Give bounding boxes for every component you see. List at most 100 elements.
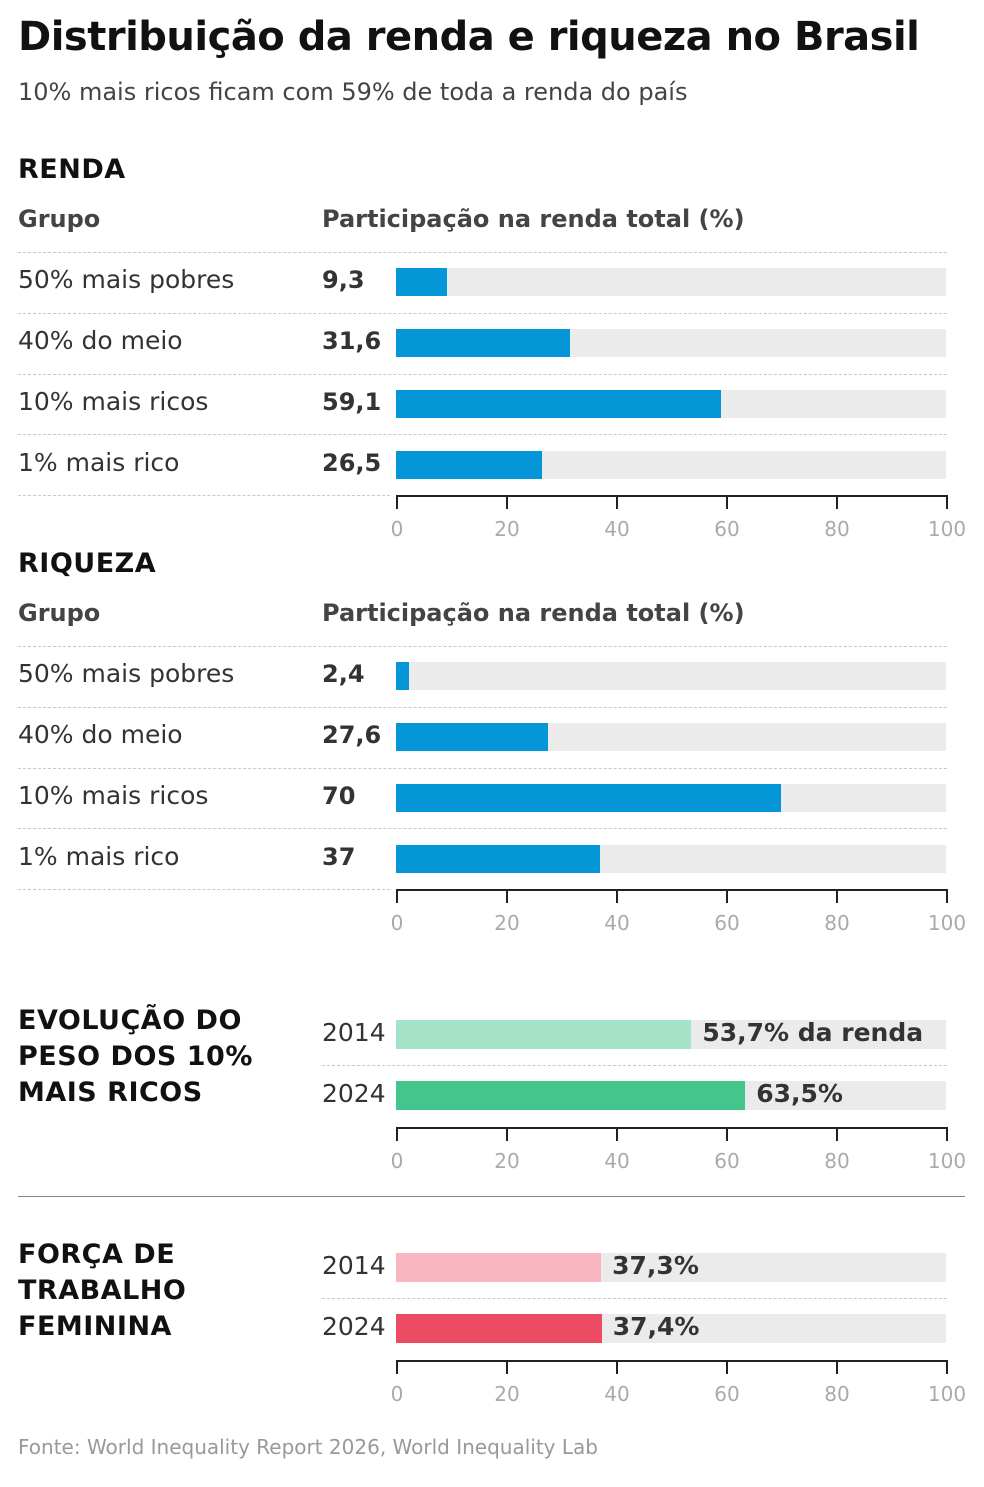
row-divider bbox=[18, 767, 947, 769]
bar bbox=[396, 723, 548, 752]
data-label: 9,3 bbox=[322, 266, 365, 295]
x-axis-tick-label: 60 bbox=[714, 1149, 740, 1173]
x-axis-tick-label: 0 bbox=[390, 1382, 404, 1406]
data-label: 26,5 bbox=[322, 448, 382, 477]
x-axis-tick-label: 0 bbox=[390, 911, 404, 935]
x-axis-tick-label: 100 bbox=[927, 1149, 967, 1173]
x-axis-tick-label: 80 bbox=[824, 911, 850, 935]
data-label: 53,7% da renda bbox=[702, 1018, 924, 1047]
x-axis-tick bbox=[836, 1360, 838, 1374]
category-label: 40% do meio bbox=[18, 326, 183, 356]
chart-title: EVOLUÇÃO DO PESO DOS 10% MAIS RICOS bbox=[18, 1003, 253, 1111]
x-axis-tick-label: 40 bbox=[604, 1382, 630, 1406]
chart-title-line: PESO DOS 10% bbox=[18, 1041, 253, 1072]
x-axis-tick bbox=[946, 495, 948, 509]
row-divider bbox=[18, 706, 947, 708]
data-label: 70 bbox=[322, 782, 356, 810]
x-axis-line bbox=[396, 495, 948, 497]
category-label: 2014 bbox=[322, 1018, 386, 1047]
x-axis-tick-label: 100 bbox=[927, 517, 967, 541]
x-axis-tick bbox=[946, 1360, 948, 1374]
x-axis-tick bbox=[396, 495, 398, 509]
section-divider bbox=[18, 1196, 965, 1197]
x-axis-tick bbox=[616, 1360, 618, 1374]
bar bbox=[396, 1081, 746, 1110]
x-axis-tick bbox=[506, 889, 508, 903]
bar-track bbox=[396, 662, 946, 691]
x-axis-tick bbox=[396, 889, 398, 903]
x-axis-tick bbox=[616, 889, 618, 903]
category-label: 2024 bbox=[322, 1312, 386, 1341]
x-axis-line bbox=[396, 1127, 948, 1129]
x-axis-tick-label: 40 bbox=[604, 911, 630, 935]
x-axis-tick-label: 40 bbox=[604, 517, 630, 541]
x-axis-tick bbox=[506, 495, 508, 509]
x-axis-tick-label: 20 bbox=[494, 517, 520, 541]
bar bbox=[396, 268, 448, 297]
row-divider bbox=[18, 828, 947, 830]
x-axis-tick-label: 20 bbox=[494, 1149, 520, 1173]
x-axis-tick bbox=[726, 889, 728, 903]
data-label: 63,5% bbox=[756, 1079, 843, 1108]
x-axis-tick bbox=[836, 1127, 838, 1141]
data-label: 37 bbox=[322, 842, 356, 871]
category-label: 2024 bbox=[322, 1079, 386, 1108]
bar bbox=[396, 784, 781, 812]
bar bbox=[396, 1314, 602, 1343]
chart-title-line: MAIS RICOS bbox=[18, 1077, 203, 1108]
x-axis-tick bbox=[616, 495, 618, 509]
x-axis-tick-label: 80 bbox=[824, 1382, 850, 1406]
x-axis-tick-label: 0 bbox=[390, 517, 404, 541]
bar bbox=[396, 390, 722, 418]
x-axis-tick bbox=[396, 1127, 398, 1141]
chart-title: RENDA bbox=[18, 154, 126, 185]
x-axis-tick bbox=[946, 889, 948, 903]
category-label: 10% mais ricos bbox=[18, 781, 209, 810]
chart-title: RIQUEZA bbox=[18, 548, 157, 579]
x-axis-tick-label: 60 bbox=[714, 911, 740, 935]
row-divider bbox=[18, 252, 947, 253]
category-label: 1% mais rico bbox=[18, 447, 180, 477]
category-label: 10% mais ricos bbox=[18, 387, 209, 416]
chart-title-line: EVOLUÇÃO DO bbox=[18, 1005, 242, 1036]
row-divider bbox=[18, 312, 947, 314]
bar bbox=[396, 450, 542, 479]
x-axis-tick bbox=[726, 495, 728, 509]
source-note: Fonte: World Inequality Report 2026, Wor… bbox=[18, 1435, 598, 1459]
category-label: 50% mais pobres bbox=[18, 265, 235, 295]
x-axis-tick-label: 0 bbox=[390, 1149, 404, 1173]
x-axis-tick bbox=[506, 1127, 508, 1141]
chart-title-line: TRABALHO bbox=[18, 1275, 187, 1306]
column-header-group: Grupo bbox=[18, 599, 101, 627]
bar bbox=[396, 329, 570, 358]
x-axis-tick bbox=[396, 1360, 398, 1374]
chart-title-line: FEMININA bbox=[18, 1311, 172, 1342]
row-divider bbox=[18, 373, 947, 375]
x-axis-tick bbox=[836, 495, 838, 509]
x-axis-tick-label: 100 bbox=[927, 1382, 967, 1406]
data-label: 31,6 bbox=[322, 327, 382, 356]
category-label: 40% do meio bbox=[18, 720, 183, 750]
column-header-share: Participação na renda total (%) bbox=[322, 205, 745, 233]
x-axis-tick-label: 60 bbox=[714, 1382, 740, 1406]
row-divider bbox=[18, 889, 390, 891]
chart-title-line: FORÇA DE bbox=[18, 1239, 176, 1270]
page-subtitle: 10% mais ricos ficam com 59% de toda a r… bbox=[18, 78, 688, 106]
row-divider bbox=[18, 434, 947, 436]
data-label: 2,4 bbox=[322, 660, 365, 689]
x-axis-tick bbox=[726, 1360, 728, 1374]
page-title: Distribuição da renda e riqueza no Brasi… bbox=[18, 14, 920, 60]
x-axis-tick-label: 20 bbox=[494, 1382, 520, 1406]
data-label: 37,3% bbox=[612, 1251, 699, 1280]
column-header-share: Participação na renda total (%) bbox=[322, 599, 745, 627]
bar-track bbox=[396, 268, 946, 297]
row-divider bbox=[18, 495, 390, 497]
column-header-group: Grupo bbox=[18, 205, 101, 233]
category-label: 1% mais rico bbox=[18, 841, 180, 871]
x-axis-line bbox=[396, 889, 948, 891]
x-axis-line bbox=[396, 1360, 948, 1362]
x-axis-tick-label: 60 bbox=[714, 517, 740, 541]
data-label: 59,1 bbox=[322, 388, 382, 416]
bar bbox=[396, 662, 410, 691]
data-label: 27,6 bbox=[322, 721, 382, 750]
